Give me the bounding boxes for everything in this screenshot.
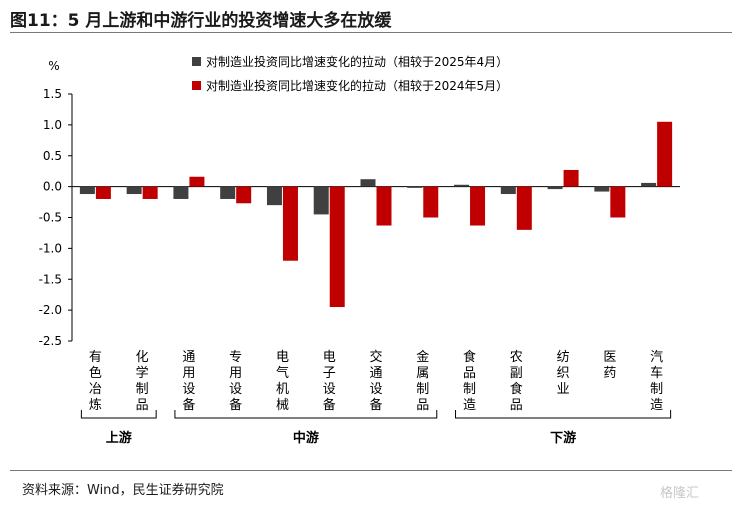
bar-series2: [329, 186, 345, 308]
category-label: 通用设备: [182, 350, 195, 413]
figure-title: 图11：5 月上游和中游行业的投资增速大多在放缓: [10, 11, 392, 31]
bar-series2: [470, 186, 486, 226]
legend-label: 对制造业投资同比增速变化的拉动（相较于2025年4月）: [206, 54, 508, 69]
category-labels: 有色冶炼 化学制品 通用设备 专用设备 电气机械 电子设备 交通设备 金属制品 食品制造 农副食品…: [89, 349, 663, 413]
group-bracket: [174, 410, 438, 419]
y-tick-label: 1.0: [43, 118, 62, 132]
bar-series2: [189, 176, 205, 187]
bar-series1: [266, 186, 282, 206]
group-bracket: [80, 410, 157, 419]
bar-series2: [95, 186, 111, 199]
group-brackets: 上游 中游 下游: [80, 410, 672, 446]
group-label: 中游: [293, 430, 319, 446]
legend-label: 对制造业投资同比增速变化的拉动（相较于2024年5月）: [206, 78, 508, 93]
y-tick-label: -1.0: [39, 241, 62, 255]
y-tick-label: -2.5: [39, 334, 62, 348]
category-label: 农副食品: [510, 350, 523, 413]
bar-series2: [282, 186, 298, 261]
bar-series1: [594, 186, 610, 192]
bar-series2: [376, 186, 392, 226]
category-label: 医药: [603, 350, 616, 381]
bar-series2: [516, 186, 532, 230]
bar-series2: [657, 121, 673, 187]
category-label: 化学制品: [136, 350, 149, 413]
legend-swatch: [192, 81, 201, 90]
category-label: 汽车制造: [650, 350, 663, 413]
group-label: 下游: [550, 430, 576, 446]
chart: 对制造业投资同比增速变化的拉动（相较于2025年4月） 对制造业投资同比增速变化的…: [39, 54, 680, 446]
y-axis-unit: %: [48, 59, 59, 73]
axes: % 1.5 1.0 0.5 0.0 -0.5 -1.0 -1.5 -2.0 -2.5: [39, 59, 680, 348]
category-label: 电子设备: [323, 350, 336, 413]
category-label: 专用设备: [229, 350, 242, 413]
category-label: 金属制品: [416, 349, 429, 413]
bar-series1: [220, 186, 236, 199]
category-label: 食品制造: [463, 349, 476, 413]
category-label: 有色冶炼: [89, 350, 102, 413]
bar-series2: [423, 186, 439, 218]
category-label: 电气机械: [276, 350, 289, 413]
y-tick-label: -0.5: [39, 211, 62, 225]
bar-series1: [313, 186, 329, 215]
group-label: 上游: [106, 430, 132, 446]
y-tick-label: -1.5: [39, 272, 62, 286]
bar-series1: [173, 186, 189, 199]
y-tick-label: 1.5: [43, 87, 62, 101]
bar-series1: [79, 186, 95, 195]
legend-swatch: [192, 57, 201, 66]
bar-series1: [547, 186, 563, 190]
bar-series1: [641, 182, 657, 187]
bar-series2: [236, 186, 252, 204]
category-label: 交通设备: [369, 349, 382, 413]
y-tick-label: 0.5: [43, 149, 62, 163]
y-tick-label: -2.0: [39, 303, 62, 317]
bar-series2: [610, 186, 626, 218]
bottom-rule: [10, 470, 732, 471]
source-note: 资料来源：Wind，民生证券研究院: [22, 483, 224, 498]
title-rule: [10, 32, 732, 33]
group-bracket: [455, 410, 672, 419]
legend: 对制造业投资同比增速变化的拉动（相较于2025年4月） 对制造业投资同比增速变化的…: [192, 54, 508, 93]
bar-series1: [126, 186, 142, 195]
bar-series2: [142, 186, 158, 199]
bar-series1: [360, 179, 376, 187]
bar-series1: [407, 186, 423, 188]
watermark: 格隆汇: [660, 486, 700, 501]
bar-series1: [500, 186, 516, 195]
category-label: 纺织业: [557, 350, 570, 397]
bar-series2: [563, 169, 579, 187]
bars: [79, 121, 673, 308]
bar-series1: [454, 184, 470, 187]
y-tick-label: 0.0: [43, 180, 62, 194]
